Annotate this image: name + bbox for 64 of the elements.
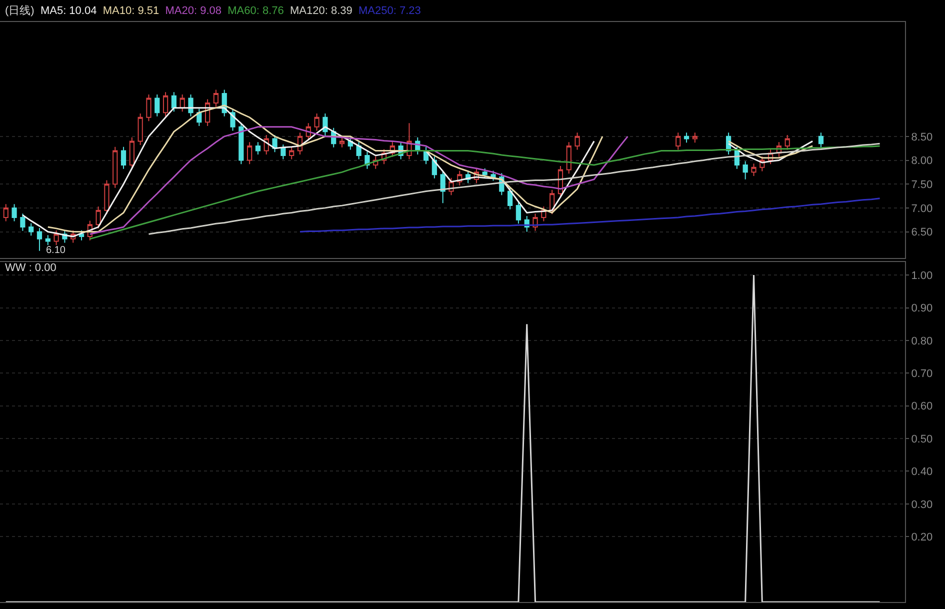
candlestick xyxy=(96,206,101,229)
y-tick-label: 1.00 xyxy=(911,270,933,282)
candlestick xyxy=(238,122,244,165)
candlestick xyxy=(247,142,252,165)
candlestick xyxy=(146,94,152,122)
line-series xyxy=(299,198,881,233)
chart-title: (日线) xyxy=(5,5,34,17)
candlestick xyxy=(28,222,34,236)
candlestick xyxy=(289,146,294,160)
candlestick xyxy=(171,92,176,112)
chart-title: WW : 0.00 xyxy=(5,262,56,274)
y-tick-label: 0.40 xyxy=(911,466,933,478)
y-tick-label: 0.60 xyxy=(911,400,933,413)
candlestick xyxy=(104,180,110,215)
candlestick xyxy=(120,146,126,170)
text: MA250: 7.23 xyxy=(358,5,421,17)
candlestick xyxy=(12,204,17,222)
line-series xyxy=(89,126,628,235)
candlestick xyxy=(684,132,690,144)
candlestick xyxy=(314,113,320,132)
y-tick-label: 0.90 xyxy=(911,302,933,315)
candlestick xyxy=(356,142,362,160)
candlestick xyxy=(339,136,345,148)
y-tick-label: 7.00 xyxy=(911,202,933,215)
text: MA10: 9.51 xyxy=(102,5,160,17)
candlestick xyxy=(54,230,59,246)
y-tick-label: 7.50 xyxy=(911,178,933,191)
candlestick xyxy=(676,132,681,150)
candlestick xyxy=(574,132,580,150)
candlestick xyxy=(45,234,50,246)
y-tick-label: 0.80 xyxy=(911,335,933,348)
text: MA20: 9.08 xyxy=(165,5,222,17)
text: MA120: 8.39 xyxy=(290,5,352,17)
y-tick-label: 0.50 xyxy=(911,433,933,446)
candlestick xyxy=(490,170,496,182)
y-tick-label: 6.50 xyxy=(911,226,933,239)
candlestick xyxy=(36,227,42,252)
candlestick xyxy=(280,144,286,160)
candlestick xyxy=(213,89,219,108)
candlestick xyxy=(112,146,118,188)
candlestick xyxy=(20,213,26,232)
text: MA60: 8.76 xyxy=(228,5,284,17)
text: MA5: 10.04 xyxy=(40,5,97,17)
candlestick xyxy=(784,134,790,150)
candlestick xyxy=(566,142,572,174)
candlestick xyxy=(154,94,160,117)
candlestick xyxy=(3,204,8,222)
candlestick xyxy=(255,142,261,156)
y-tick-label: 8.50 xyxy=(911,131,933,144)
y-tick-label: 0.20 xyxy=(911,531,933,544)
y-tick-label: 0.70 xyxy=(911,368,933,380)
candlestick xyxy=(440,170,446,204)
candlestick xyxy=(516,201,522,224)
candlestick xyxy=(138,113,143,146)
candlestick xyxy=(129,136,134,170)
candlestick xyxy=(162,92,168,117)
annotation: 6.10 xyxy=(46,245,66,256)
candlestick xyxy=(818,132,824,148)
candlestick xyxy=(188,94,194,117)
y-tick-label: 8.00 xyxy=(911,155,933,168)
candlestick xyxy=(751,163,756,176)
candlestick xyxy=(692,132,698,144)
y-tick-label: 0.30 xyxy=(911,498,933,511)
candlestick xyxy=(742,160,748,180)
